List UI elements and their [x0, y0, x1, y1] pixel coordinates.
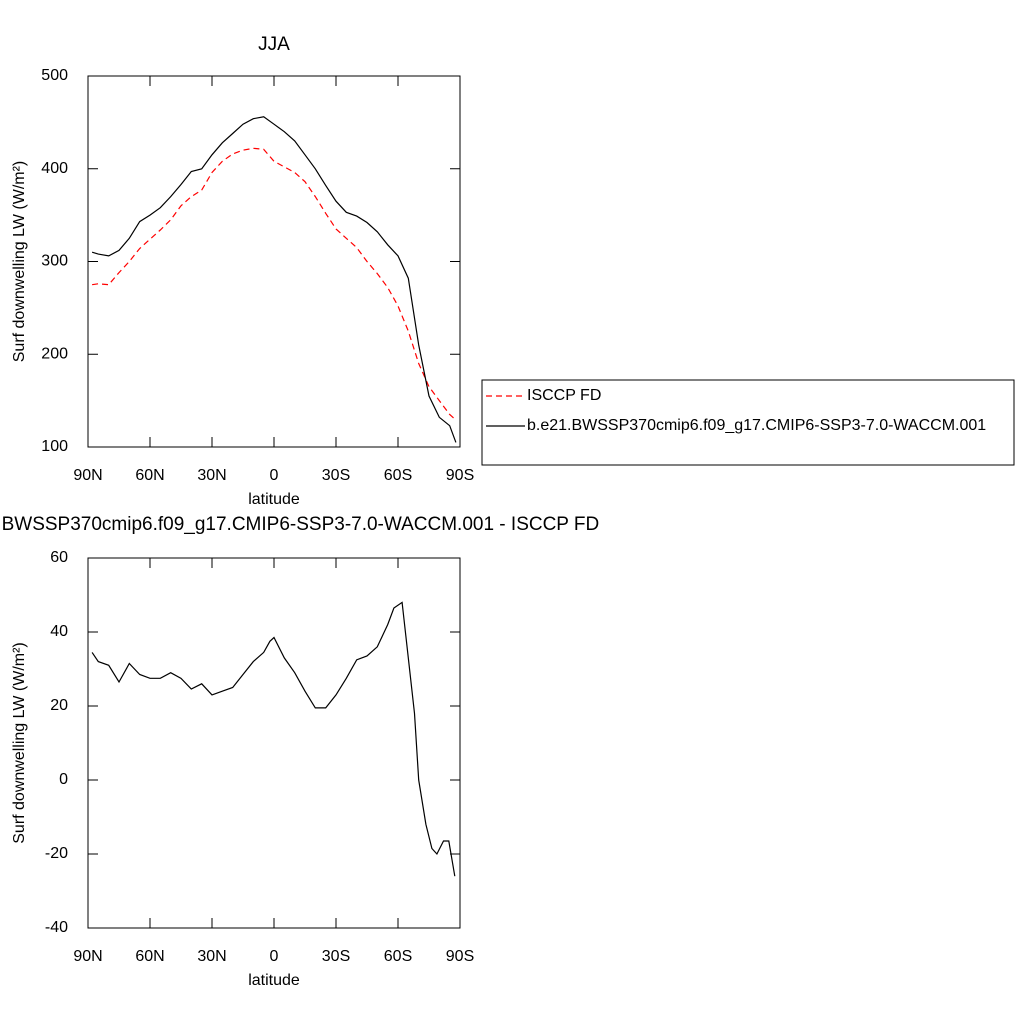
- x-tick-label: 90S: [446, 948, 474, 965]
- y-axis-label: Surf downwelling LW (W/m²): [11, 642, 28, 844]
- x-tick-label: 60S: [384, 467, 412, 484]
- legend-label: b.e21.BWSSP370cmip6.f09_g17.CMIP6-SSP3-7…: [527, 417, 986, 434]
- x-tick-label: 60N: [135, 467, 164, 484]
- x-tick-label: 60N: [135, 948, 164, 965]
- x-tick-label: 0: [270, 467, 279, 484]
- legend-label: ISCCP FD: [527, 387, 601, 404]
- y-tick-label: 40: [50, 623, 68, 640]
- x-tick-label: 30N: [197, 467, 226, 484]
- x-tick-label: 60S: [384, 948, 412, 965]
- y-tick-label: 400: [41, 160, 68, 177]
- legend: ISCCP FD b.e21.BWSSP370cmip6.f09_g17.CMIP…: [481, 379, 1015, 466]
- y-tick-label: 300: [41, 253, 68, 270]
- x-axis-label: latitude: [248, 491, 300, 508]
- x-tick-label: 90N: [73, 467, 102, 484]
- y-tick-label: 0: [59, 771, 68, 788]
- x-tick-label: 30N: [197, 948, 226, 965]
- chart-title: b.e21.BWSSP370cmip6.f09_g17.CMIP6-SSP3-7…: [0, 514, 599, 535]
- y-axis-label: Surf downwelling LW (W/m²): [11, 161, 28, 363]
- x-tick-label: 0: [270, 948, 279, 965]
- legend-box: [481, 379, 1015, 466]
- y-tick-label: 100: [41, 438, 68, 455]
- series-line: [91, 116, 457, 443]
- y-tick-label: 200: [41, 345, 68, 362]
- y-tick-label: 60: [50, 549, 68, 566]
- x-tick-label: 30S: [322, 948, 350, 965]
- x-tick-label: 90N: [73, 948, 102, 965]
- x-axis-label: latitude: [248, 972, 300, 989]
- plot-frame: [87, 557, 461, 929]
- y-tick-label: -20: [45, 845, 68, 862]
- x-tick-label: 30S: [322, 467, 350, 484]
- y-tick-label: 20: [50, 697, 68, 714]
- y-tick-label: 500: [41, 67, 68, 84]
- y-tick-label: -40: [45, 919, 68, 936]
- series-line: [91, 601, 456, 877]
- plot-frame: [87, 75, 461, 448]
- x-tick-label: 90S: [446, 467, 474, 484]
- chart-title: JJA: [258, 34, 290, 55]
- series-line: [92, 147, 457, 421]
